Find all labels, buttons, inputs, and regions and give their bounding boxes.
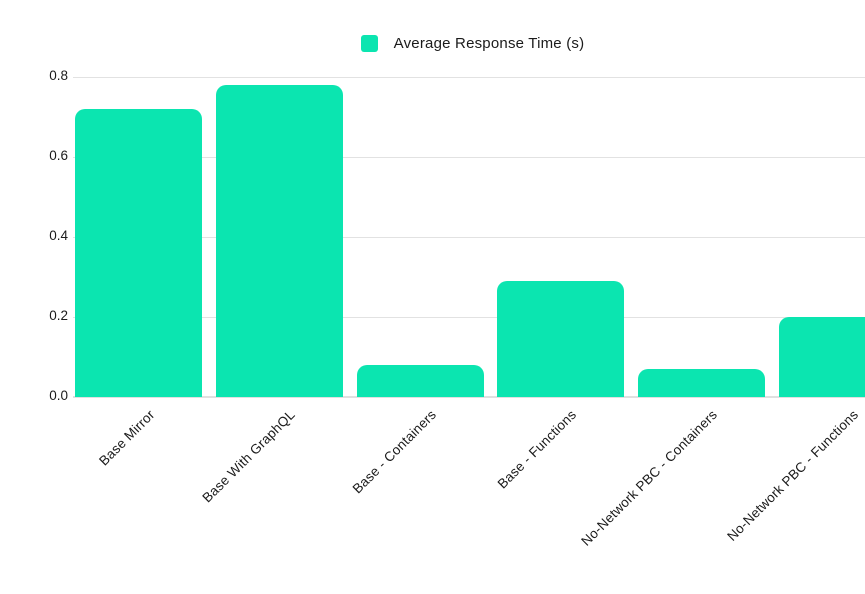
x-axis-label: Base With GraphQL [199,407,298,506]
plot-area: 0.0 0.2 0.4 0.6 0.8 Base Mirror Base With Grap… [40,16,865,578]
y-tick-label: 0.6 [49,148,68,163]
x-axis-label: Base - Functions [495,407,580,492]
chart-legend: Average Response Time (s) [40,35,865,52]
x-axis-label: Base - Containers [349,407,439,497]
legend-label: Average Response Time (s) [393,35,585,52]
bar-chart: Average Response Time (s) 0.0 0.2 0.4 0.6 0.… [40,16,865,578]
y-tick-label: 0.4 [49,228,68,243]
gridline-y-0.6 [73,156,865,158]
bar-2 [357,365,484,397]
y-tick-label: 0.0 [49,388,68,403]
y-tick-label: 0.8 [49,68,68,83]
x-axis-baseline [73,396,865,398]
y-tick-label: 0.2 [49,308,68,323]
x-axis-label: No-Network PBC - Functions [724,407,862,544]
x-axis-label: Base Mirror [95,407,158,469]
bar-5 [779,317,865,397]
gridline-y-0.4 [73,236,865,238]
bar-1 [216,85,343,397]
x-axis-label: No-Network PBC - Containers [578,407,721,549]
gridline-y-0.8 [73,76,865,78]
gridline-y-0.2 [73,316,865,318]
bar-3 [497,281,624,397]
legend-swatch-icon [360,35,378,52]
bar-4 [638,369,765,397]
bar-0 [75,109,202,397]
